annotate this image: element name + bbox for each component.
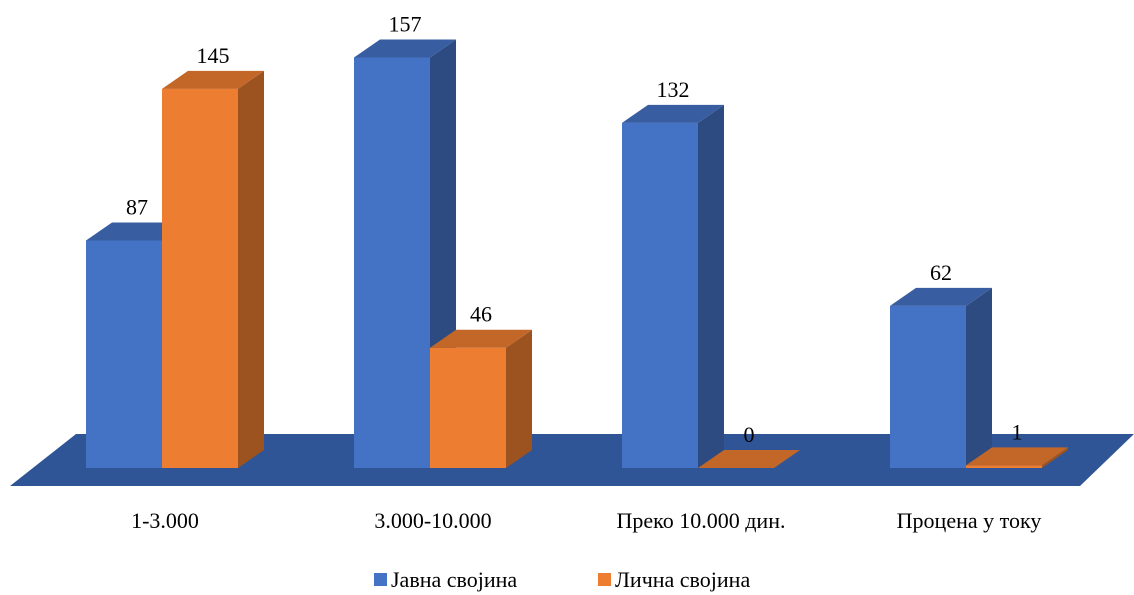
bar-top-face: [354, 39, 456, 58]
legend-swatch: [598, 573, 611, 586]
data-label: 62: [930, 260, 952, 285]
bar-front-face: [890, 305, 966, 468]
legend-item-licna: Лична својина: [598, 567, 750, 592]
bar-front-face: [430, 347, 506, 468]
bar-side-face: [698, 104, 724, 468]
legend-swatch: [374, 573, 387, 586]
bar-front-face: [354, 57, 430, 468]
data-label: 132: [657, 77, 690, 102]
bars-layer: [86, 39, 1068, 468]
bar-licna-3: [966, 447, 1068, 468]
data-label: 157: [389, 11, 422, 36]
data-label: 46: [470, 302, 492, 327]
legend-label: Јавна својина: [391, 567, 517, 592]
bar-top-face: [890, 287, 992, 306]
category-labels-layer: 1-3.000 3.000-10.000 Преко 10.000 дин. Проц…: [131, 508, 1041, 533]
category-label: Процена у току: [897, 508, 1042, 533]
data-labels-layer: 87 145 157 46 132 0 62 1: [126, 11, 1023, 447]
data-label: 87: [126, 194, 148, 219]
data-label: 145: [197, 43, 230, 68]
bar-javna-3: [890, 287, 992, 468]
data-label: 0: [744, 422, 755, 447]
data-label: 1: [1012, 419, 1023, 444]
legend-item-javna: Јавна својина: [374, 567, 517, 592]
bar-top-face: [430, 329, 532, 348]
bar-side-face: [966, 287, 992, 468]
bar-top-face: [162, 70, 264, 89]
legend: Јавна својина Лична својина: [374, 567, 750, 592]
bar-licna-1: [430, 329, 532, 468]
legend-label: Лична својина: [615, 567, 750, 592]
bar-licna-2: [698, 450, 800, 468]
bar-side-face: [238, 70, 264, 468]
bar-side-face: [506, 329, 532, 468]
chart-floor: [10, 434, 1134, 486]
bar-front-face: [622, 122, 698, 468]
bar-javna-2: [622, 104, 724, 468]
bar-side-face: [1042, 447, 1068, 468]
bar-top-face: [622, 104, 724, 123]
bar-top-face: [966, 447, 1068, 466]
bar-top-face: [698, 450, 800, 468]
bar-front-face: [966, 465, 1042, 468]
bar-licna-0: [162, 70, 264, 468]
bar-front-face: [86, 240, 162, 468]
category-label: 1-3.000: [131, 508, 199, 533]
bar-front-face: [162, 88, 238, 468]
category-label: 3.000-10.000: [374, 508, 491, 533]
category-label: Преко 10.000 дин.: [617, 508, 786, 533]
